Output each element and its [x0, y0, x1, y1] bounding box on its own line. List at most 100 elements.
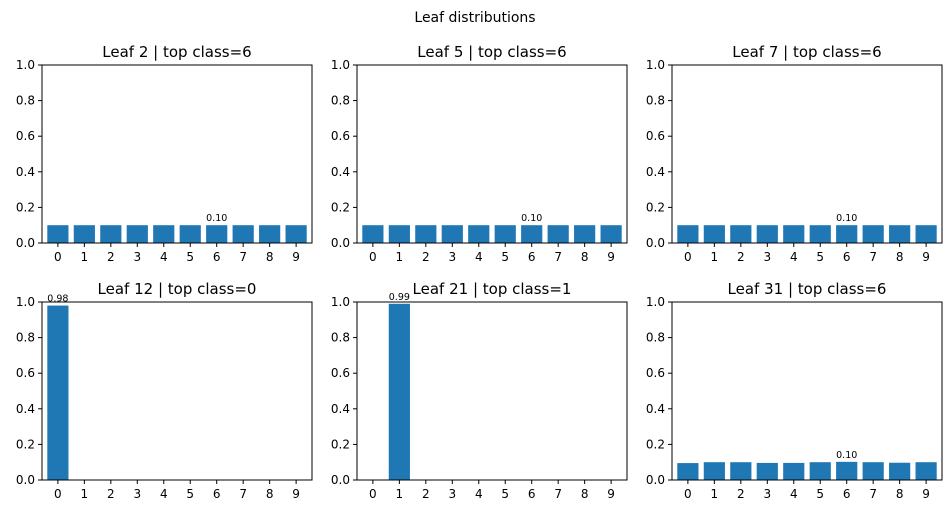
y-tick-label: 1.0 — [331, 295, 350, 309]
bar — [783, 225, 805, 243]
axes-frame — [356, 301, 628, 481]
y-tick-label: 1.0 — [16, 58, 35, 72]
x-tick-label: 4 — [790, 487, 798, 501]
chart-panel: Leaf 7 | top class=6 0.0 0.2 0.4 0.6 0.8 1.0 0 1… — [646, 43, 943, 264]
x-tick-label: 3 — [448, 487, 456, 501]
bar — [889, 462, 911, 480]
x-tick-label: 1 — [396, 487, 404, 501]
y-tick-label: 0.4 — [331, 165, 350, 179]
x-tick-label: 4 — [790, 250, 798, 264]
y-tick-label: 0.0 — [646, 236, 665, 250]
y-tick-label: 0.0 — [16, 473, 35, 487]
bar — [494, 225, 516, 243]
data-label: 0.99 — [389, 292, 410, 303]
x-tick-label: 8 — [896, 487, 904, 501]
bar — [521, 225, 543, 243]
bar — [153, 225, 175, 243]
bar — [47, 305, 69, 480]
x-tick-label: 5 — [186, 487, 194, 501]
bar — [677, 463, 699, 480]
y-tick-label: 1.0 — [646, 58, 665, 72]
y-tick-label: 0.6 — [16, 129, 35, 143]
y-tick-label: 0.6 — [331, 366, 350, 380]
bar — [809, 225, 831, 243]
bar — [836, 225, 858, 243]
y-tick-label: 0.4 — [646, 402, 665, 416]
bar — [730, 225, 752, 243]
chart-panel: Leaf 5 | top class=6 0.0 0.2 0.4 0.6 0.8 1.0 0 1… — [331, 43, 628, 264]
x-tick-label: 7 — [869, 250, 877, 264]
x-tick-label: 8 — [896, 250, 904, 264]
chart-title: Leaf 5 | top class=6 — [417, 43, 566, 61]
bar — [100, 225, 122, 243]
bar — [677, 225, 699, 243]
y-tick-label: 1.0 — [16, 295, 35, 309]
axes-frame — [671, 64, 943, 244]
bar — [179, 225, 201, 243]
bar — [836, 461, 858, 480]
y-tick-label: 0.0 — [646, 473, 665, 487]
x-tick-label: 7 — [554, 250, 562, 264]
x-tick-label: 3 — [448, 250, 456, 264]
x-tick-label: 4 — [475, 250, 483, 264]
y-tick-label: 0.0 — [331, 236, 350, 250]
bar — [703, 225, 725, 243]
x-tick-label: 8 — [581, 487, 589, 501]
chart-title: Leaf 31 | top class=6 — [728, 280, 887, 298]
x-tick-label: 0 — [684, 487, 692, 501]
x-tick-label: 0 — [369, 250, 377, 264]
x-tick-label: 3 — [763, 250, 771, 264]
y-tick-label: 1.0 — [646, 295, 665, 309]
bar — [889, 225, 911, 243]
y-tick-label: 0.6 — [646, 129, 665, 143]
x-tick-label: 7 — [239, 487, 247, 501]
x-tick-label: 9 — [292, 487, 300, 501]
bar — [126, 225, 148, 243]
x-tick-label: 1 — [396, 250, 404, 264]
x-tick-label: 0 — [54, 250, 62, 264]
x-tick-label: 0 — [369, 487, 377, 501]
x-tick-label: 6 — [843, 487, 851, 501]
x-tick-label: 8 — [581, 250, 589, 264]
y-tick-label: 0.2 — [331, 200, 350, 214]
chart-panel: Leaf 2 | top class=6 0.0 0.2 0.4 0.6 0.8 1.0 0 1… — [16, 43, 313, 264]
bar — [600, 225, 622, 243]
bar — [703, 462, 725, 480]
bar — [862, 225, 884, 243]
x-tick-label: 7 — [239, 250, 247, 264]
y-tick-label: 0.2 — [16, 200, 35, 214]
y-tick-label: 0.2 — [331, 437, 350, 451]
bar — [915, 462, 937, 480]
x-tick-label: 1 — [711, 250, 719, 264]
bar — [468, 225, 490, 243]
y-tick-label: 0.2 — [16, 437, 35, 451]
x-tick-label: 7 — [554, 487, 562, 501]
axes-frame — [671, 301, 943, 481]
y-tick-label: 0.6 — [331, 129, 350, 143]
axes-frame — [356, 64, 628, 244]
bar — [259, 225, 281, 243]
bar — [574, 225, 596, 243]
x-tick-label: 6 — [528, 250, 536, 264]
x-tick-label: 2 — [422, 487, 430, 501]
bar — [809, 462, 831, 480]
bar — [730, 462, 752, 480]
x-tick-label: 6 — [213, 487, 221, 501]
x-tick-label: 8 — [266, 250, 274, 264]
bar — [441, 225, 463, 243]
x-tick-label: 9 — [607, 250, 615, 264]
x-tick-label: 5 — [816, 487, 824, 501]
chart-panel: Leaf 12 | top class=0 0.0 0.2 0.4 0.6 0.8 1.0 0… — [16, 280, 313, 501]
x-tick-label: 0 — [54, 487, 62, 501]
data-label: 0.98 — [47, 294, 68, 305]
x-tick-label: 8 — [266, 487, 274, 501]
bar — [862, 462, 884, 480]
x-tick-label: 9 — [922, 487, 930, 501]
x-tick-label: 5 — [501, 250, 509, 264]
bar — [232, 225, 254, 243]
x-tick-label: 3 — [133, 250, 141, 264]
y-tick-label: 0.8 — [331, 331, 350, 345]
x-tick-label: 5 — [186, 250, 194, 264]
x-tick-label: 9 — [607, 487, 615, 501]
bar — [547, 225, 569, 243]
